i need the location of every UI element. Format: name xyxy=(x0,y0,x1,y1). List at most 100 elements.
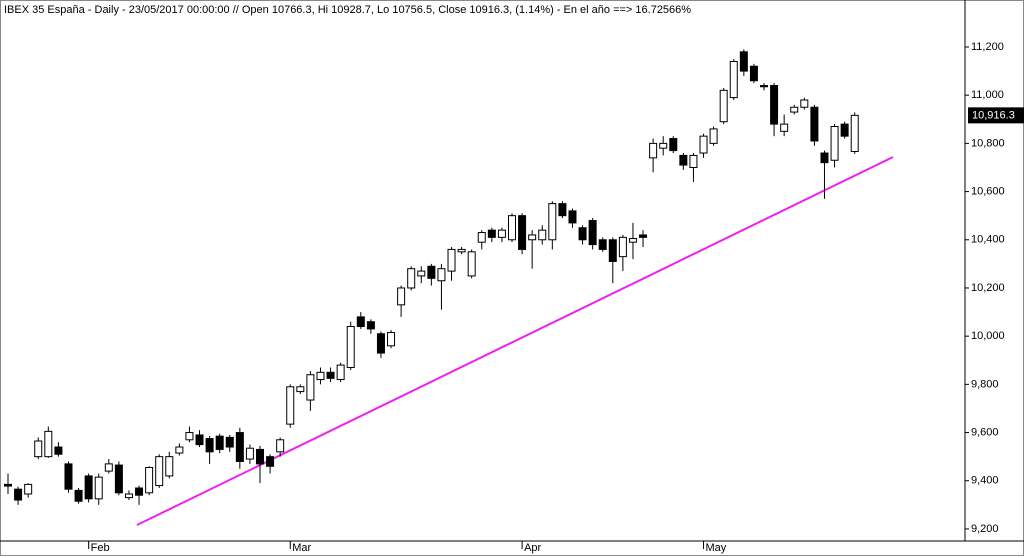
candle-body xyxy=(256,448,264,465)
y-tick-label: 10,400 xyxy=(971,234,1005,246)
candle-body xyxy=(215,435,224,450)
candle-body xyxy=(820,152,829,164)
candle-body xyxy=(588,219,597,246)
candle-body xyxy=(467,251,476,277)
candle-body xyxy=(376,333,385,354)
candle-body xyxy=(135,487,144,496)
candle-body xyxy=(185,432,194,441)
candle-body xyxy=(124,493,133,499)
candle-body xyxy=(639,234,648,238)
candle-body xyxy=(266,456,275,467)
candle-body xyxy=(790,106,799,113)
candle-body xyxy=(679,154,688,166)
x-tick-label: Mar xyxy=(292,542,311,554)
candle-body xyxy=(195,434,204,446)
candle-body xyxy=(598,239,607,250)
candle-body xyxy=(235,432,244,462)
candle-body xyxy=(145,467,154,494)
candle-body xyxy=(24,483,33,495)
candle-body xyxy=(326,371,335,379)
candle-body xyxy=(719,89,728,123)
candle-body xyxy=(356,316,365,328)
candle-body xyxy=(14,488,23,501)
y-tick-label: 9,800 xyxy=(971,378,999,390)
y-tick-label: 9,400 xyxy=(971,475,999,487)
candle-body xyxy=(749,65,758,82)
candle-body xyxy=(548,203,557,241)
candle-body xyxy=(114,464,123,494)
candle-body xyxy=(659,142,668,149)
candle-body xyxy=(74,489,83,502)
candle-body xyxy=(387,332,396,347)
candle-body xyxy=(175,446,184,454)
candle-body xyxy=(34,440,43,458)
candle-body xyxy=(306,374,315,401)
candle-body xyxy=(558,203,567,217)
candle-body xyxy=(709,128,718,144)
y-tick-label: 10,000 xyxy=(971,330,1005,342)
candle-body xyxy=(427,265,436,279)
candle-body xyxy=(84,475,93,500)
candle-body xyxy=(760,85,768,88)
candle-body xyxy=(487,229,496,238)
candle-body xyxy=(497,229,506,238)
candle-body xyxy=(104,463,113,472)
y-tick-label: 10,800 xyxy=(971,137,1005,149)
candle-body xyxy=(366,321,375,330)
x-tick-label: Apr xyxy=(524,542,541,554)
candle-body xyxy=(397,287,406,306)
last-price-box xyxy=(968,107,1024,124)
candle-body xyxy=(850,114,859,153)
x-tick-label: May xyxy=(706,542,727,554)
candle-body xyxy=(417,270,426,277)
candle-body xyxy=(528,234,537,241)
candle-body xyxy=(447,248,456,272)
candle-body xyxy=(336,364,345,381)
candle-body xyxy=(578,227,587,241)
candle-body xyxy=(810,106,819,142)
candle-body xyxy=(457,248,466,253)
candle-body xyxy=(508,215,516,241)
candle-body xyxy=(739,51,748,72)
candle-body xyxy=(225,436,234,448)
candle-body xyxy=(346,326,355,368)
y-tick-label: 11,200 xyxy=(971,41,1004,53)
candle-body xyxy=(699,135,708,154)
candle-body xyxy=(649,142,658,159)
candle-body xyxy=(286,386,295,425)
chart-title: IBEX 35 España - Daily - 23/05/2017 00:0… xyxy=(4,4,691,16)
y-tick-label: 9,600 xyxy=(971,426,999,438)
candle-body xyxy=(316,371,325,381)
candle-body xyxy=(780,123,789,132)
candle-body xyxy=(205,438,214,453)
candle-body xyxy=(538,229,547,241)
candle-body xyxy=(729,60,738,99)
candle-body xyxy=(437,268,446,282)
candle-body xyxy=(840,123,849,137)
candle-body xyxy=(477,232,486,243)
candle-body xyxy=(800,99,809,108)
candle-body xyxy=(155,456,164,487)
x-tick-label: Feb xyxy=(91,542,110,554)
candle-body xyxy=(64,463,73,490)
y-tick-label: 10,600 xyxy=(971,185,1005,197)
y-tick-label: 11,000 xyxy=(971,89,1004,101)
candle-body xyxy=(689,154,698,168)
candle-body xyxy=(608,239,617,262)
candle-body xyxy=(628,238,637,243)
candle-body xyxy=(770,85,779,125)
candle-body xyxy=(4,483,12,487)
candle-body xyxy=(94,476,103,500)
candle-body xyxy=(165,456,174,477)
last-price-label: 10,916.3 xyxy=(972,109,1015,121)
y-tick-label: 9,200 xyxy=(971,523,999,535)
candle-body xyxy=(276,439,285,453)
y-tick-label: 10,200 xyxy=(971,282,1005,294)
candle-body xyxy=(618,236,627,258)
candle-body xyxy=(54,446,63,455)
candle-body xyxy=(407,268,416,289)
candle-body xyxy=(245,447,254,460)
